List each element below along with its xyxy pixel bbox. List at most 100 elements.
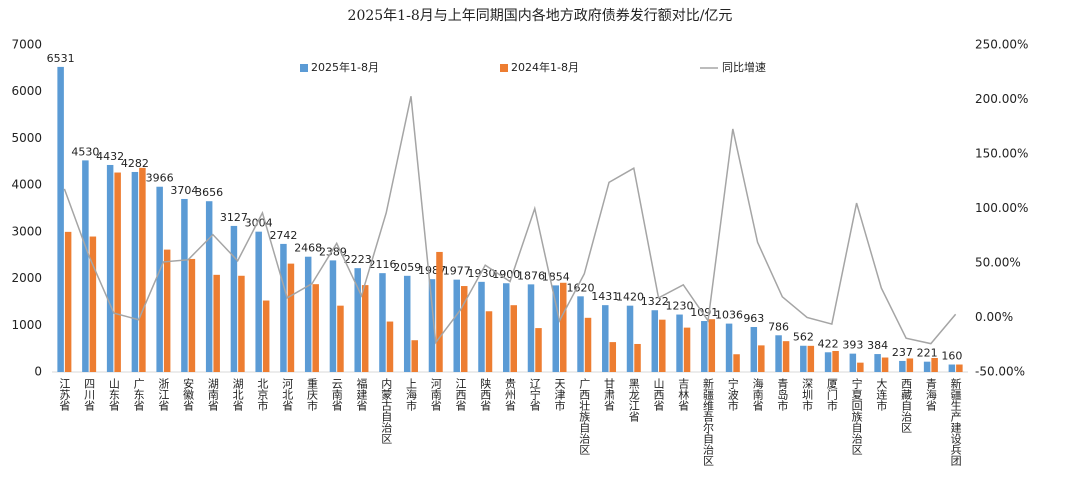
bar xyxy=(329,260,337,372)
bar xyxy=(602,305,609,372)
bar xyxy=(956,364,963,372)
value-label: 1420 xyxy=(616,291,644,304)
x-tick-label: 山东省 xyxy=(107,378,120,412)
value-label: 2742 xyxy=(269,229,297,242)
bar xyxy=(262,300,270,372)
bar xyxy=(800,345,807,372)
bar xyxy=(213,274,220,372)
legend-label: 同比增速 xyxy=(722,60,766,74)
bar xyxy=(230,225,238,372)
bar xyxy=(453,279,460,372)
value-label: 963 xyxy=(743,312,764,325)
bar xyxy=(807,345,815,372)
bar xyxy=(857,362,864,372)
value-label: 384 xyxy=(867,339,888,352)
value-label: 1091 xyxy=(690,306,718,319)
x-tick-label: 内蒙古自治区 xyxy=(380,377,393,444)
bar xyxy=(106,164,114,372)
bar xyxy=(82,160,89,372)
value-label: 3704 xyxy=(170,184,198,197)
bar xyxy=(163,249,171,372)
legend-label: 2025年1-8月 xyxy=(311,60,379,74)
bar xyxy=(535,328,542,372)
bar xyxy=(403,275,411,372)
bar xyxy=(881,357,889,372)
bar xyxy=(287,263,295,372)
bar xyxy=(651,310,659,372)
bar xyxy=(386,321,394,372)
x-tick-label: 贵州省 xyxy=(504,378,517,412)
bar xyxy=(683,327,691,372)
bar xyxy=(659,319,666,372)
chart-title: 2025年1-8月与上年同期国内各地方政府债券发行额对比/亿元 xyxy=(348,8,733,24)
value-label: 221 xyxy=(917,347,938,360)
x-tick-label: 宁夏回族自治区 xyxy=(850,377,863,455)
bar xyxy=(758,345,765,372)
y-tick-label: 0 xyxy=(34,365,42,379)
x-tick-label: 甘肃省 xyxy=(603,378,616,412)
bar xyxy=(436,251,443,372)
bar xyxy=(552,285,560,372)
bar xyxy=(577,296,584,372)
y-tick-label: 1000 xyxy=(11,318,42,332)
bar xyxy=(725,323,733,372)
x-tick-label: 西藏自治区 xyxy=(900,378,913,433)
bar xyxy=(337,305,344,372)
bar xyxy=(255,231,262,372)
y-tick-label: 6000 xyxy=(11,84,42,98)
x-tick-label: 浙江省 xyxy=(157,378,170,412)
bar xyxy=(114,172,121,372)
value-label: 1230 xyxy=(666,300,694,313)
x-tick-label: 吉林省 xyxy=(677,378,690,412)
bar xyxy=(733,354,740,372)
x-tick-label: 上海市 xyxy=(404,378,417,412)
legend-swatch xyxy=(500,64,508,72)
y2-tick-label: 150.00% xyxy=(975,147,1028,161)
value-label: 2059 xyxy=(393,261,421,274)
bar xyxy=(181,198,188,372)
y2-tick-label: -50.00% xyxy=(975,365,1025,379)
bar xyxy=(280,243,287,372)
bar xyxy=(361,285,369,372)
x-tick-label: 河北省 xyxy=(281,378,294,412)
bar xyxy=(527,284,535,372)
x-tick-label: 厦门市 xyxy=(825,378,838,412)
x-tick-label: 天津市 xyxy=(553,378,566,412)
value-label: 1977 xyxy=(443,265,471,278)
x-tick-label: 湖北省 xyxy=(231,378,244,412)
x-tick-label: 广东省 xyxy=(132,378,145,412)
bar xyxy=(832,350,839,372)
value-label: 2223 xyxy=(344,253,372,266)
value-label: 4530 xyxy=(71,145,99,158)
bar xyxy=(874,354,881,372)
bar xyxy=(931,357,938,372)
x-tick-label: 新疆生产建设兵团 xyxy=(949,377,962,467)
bar xyxy=(849,353,857,372)
x-tick-label: 宁波市 xyxy=(726,377,739,412)
bar xyxy=(304,256,312,372)
value-label: 3966 xyxy=(146,172,174,185)
value-label: 562 xyxy=(793,331,814,344)
y-tick-label: 3000 xyxy=(11,224,42,238)
bar xyxy=(708,319,716,372)
x-tick-label: 青海省 xyxy=(924,378,937,412)
x-tick-label: 山西省 xyxy=(652,378,665,412)
bar xyxy=(64,231,72,372)
bar xyxy=(503,283,510,372)
value-label: 160 xyxy=(941,350,962,363)
bar xyxy=(510,305,517,372)
bar xyxy=(782,341,790,372)
bar xyxy=(906,358,914,372)
value-label: 4432 xyxy=(96,150,124,163)
bar xyxy=(775,335,782,372)
bar xyxy=(188,258,196,372)
x-tick-label: 深圳市 xyxy=(801,378,814,412)
y2-tick-label: 50.00% xyxy=(975,256,1021,270)
y-tick-label: 5000 xyxy=(11,131,42,145)
bar xyxy=(379,273,386,372)
bar xyxy=(354,268,361,372)
x-tick-label: 新疆维吾尔自治区 xyxy=(702,377,715,466)
value-label: 237 xyxy=(892,346,913,359)
x-tick-label: 广西壮族自治区 xyxy=(578,378,591,455)
bar xyxy=(411,340,418,372)
